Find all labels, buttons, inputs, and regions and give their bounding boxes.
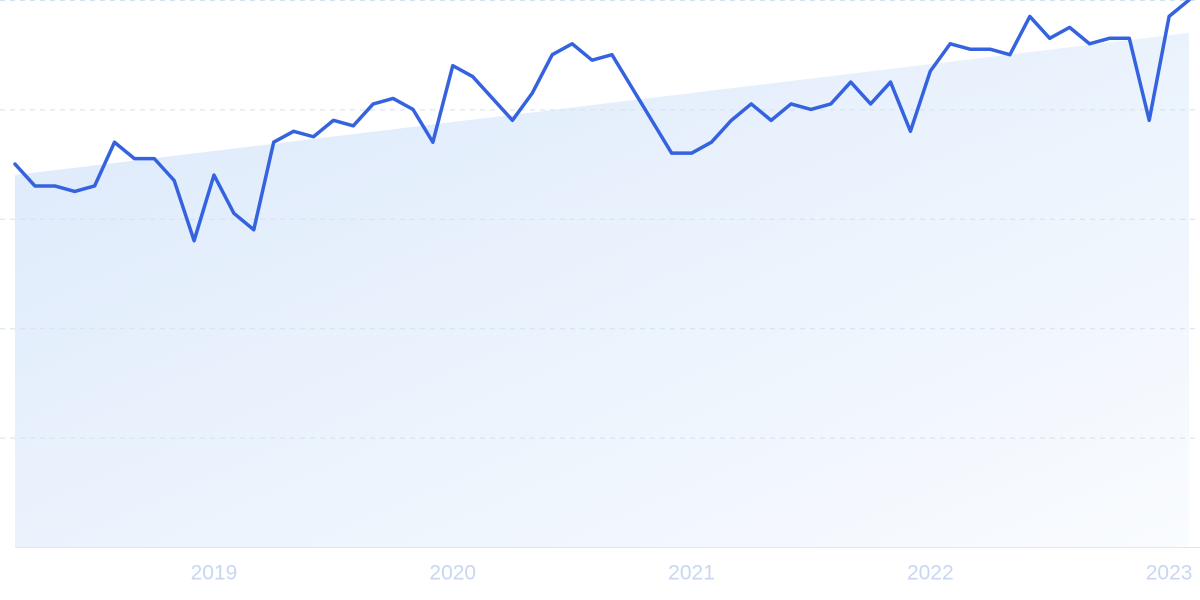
trend-area	[15, 32, 1189, 547]
x-tick-label: 2022	[907, 562, 954, 585]
x-tick-label: 2019	[191, 562, 238, 585]
x-tick-label: 2020	[429, 562, 476, 585]
x-tick-label: 2023	[1146, 562, 1193, 585]
data-line	[13, 0, 1191, 243]
x-tick-label: 2021	[668, 562, 715, 585]
